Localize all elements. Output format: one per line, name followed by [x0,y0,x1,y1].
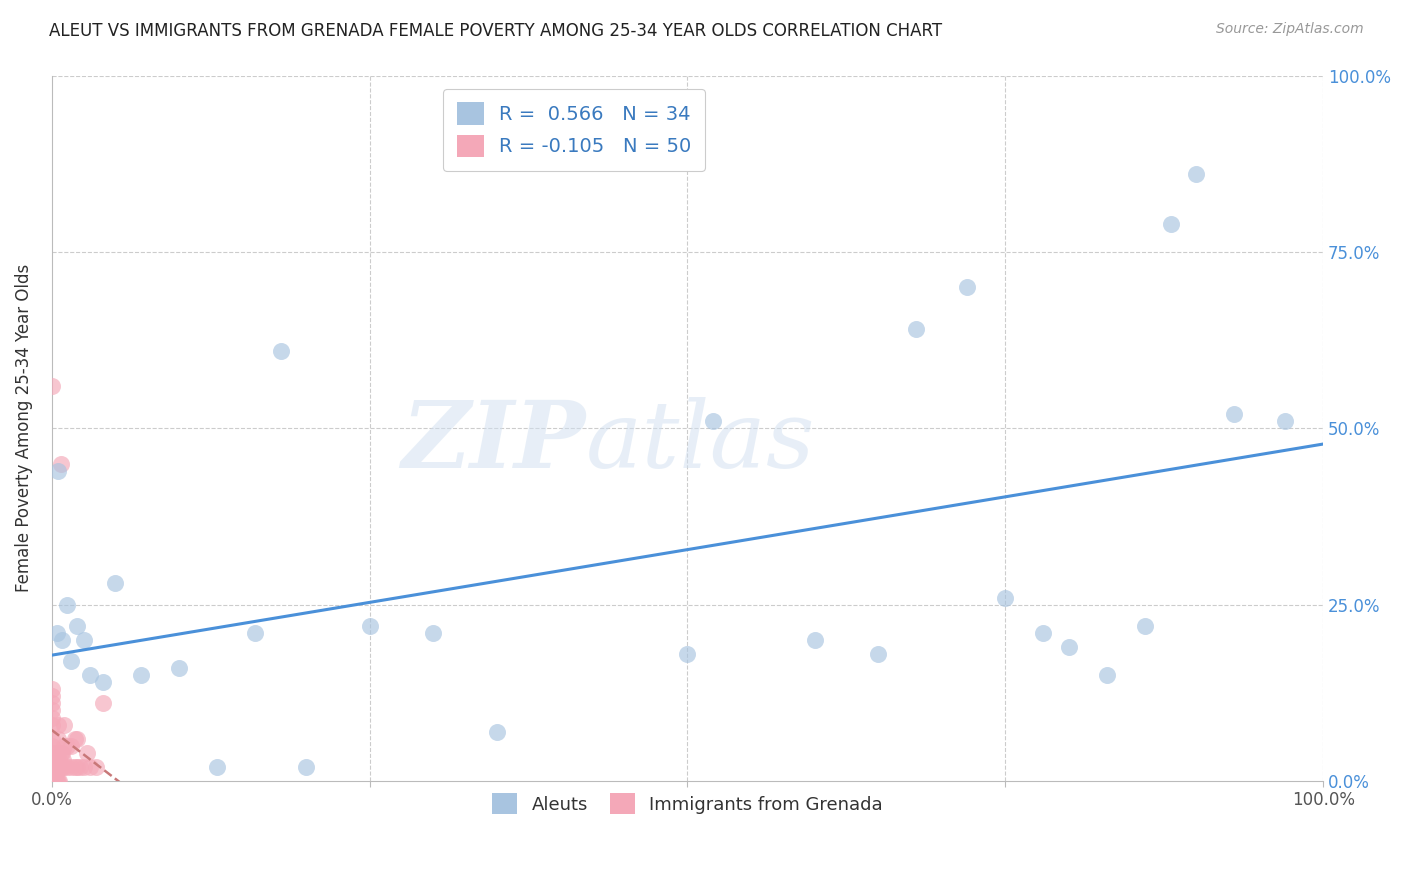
Point [46,717,69,731]
Point [53,717,76,731]
Point [72,760,94,774]
Point [41,739,63,753]
Point [1223,407,1246,421]
Point [91,697,114,711]
Point [1185,167,1208,181]
Point [205,760,228,774]
Y-axis label: Female Poverty Among 25-34 Year Olds: Female Poverty Among 25-34 Year Olds [15,264,32,592]
Point [63,731,86,746]
Point [45,774,67,789]
Point [45,625,67,640]
Point [46,746,69,760]
Point [905,322,928,336]
Point [1274,414,1296,428]
Point [41,774,63,789]
Point [66,619,89,633]
Point [48,753,70,767]
Point [41,767,63,781]
Point [79,668,101,682]
Point [41,703,63,717]
Point [41,753,63,767]
Point [45,774,67,789]
Point [41,690,63,704]
Point [167,661,190,675]
Point [295,760,318,774]
Point [956,280,979,294]
Point [53,739,76,753]
Point [49,760,72,774]
Point [41,717,63,731]
Point [129,668,152,682]
Point [72,632,94,647]
Point [46,464,69,478]
Point [56,760,79,774]
Point [1133,619,1156,633]
Point [49,746,72,760]
Point [41,697,63,711]
Point [63,760,86,774]
Point [59,739,82,753]
Point [868,647,890,661]
Text: Source: ZipAtlas.com: Source: ZipAtlas.com [1216,22,1364,37]
Text: ALEUT VS IMMIGRANTS FROM GRENADA FEMALE POVERTY AMONG 25-34 YEAR OLDS CORRELATIO: ALEUT VS IMMIGRANTS FROM GRENADA FEMALE … [49,22,942,40]
Point [359,619,381,633]
Point [41,760,63,774]
Point [51,760,73,774]
Point [59,760,82,774]
Point [45,746,67,760]
Point [51,746,73,760]
Point [803,632,825,647]
Point [1095,668,1118,682]
Point [422,625,444,640]
Point [45,767,67,781]
Point [69,760,91,774]
Point [104,576,127,591]
Text: ZIP: ZIP [402,397,586,487]
Point [1160,217,1182,231]
Point [243,625,266,640]
Point [485,724,508,739]
Point [79,760,101,774]
Point [702,414,724,428]
Point [1032,625,1054,640]
Point [994,591,1017,605]
Text: atlas: atlas [586,397,815,487]
Point [66,760,89,774]
Point [84,760,107,774]
Point [41,746,63,760]
Point [41,731,63,746]
Point [51,632,73,647]
Point [56,598,79,612]
Point [48,774,70,789]
Point [46,774,69,789]
Point [76,746,98,760]
Point [270,343,292,358]
Point [676,647,699,661]
Point [46,731,69,746]
Point [66,731,89,746]
Point [1057,640,1080,654]
Point [46,760,69,774]
Point [91,675,114,690]
Point [53,760,76,774]
Point [52,753,75,767]
Point [49,457,72,471]
Point [45,760,67,774]
Point [45,760,67,774]
Legend: Aleuts, Immigrants from Grenada: Aleuts, Immigrants from Grenada [481,782,894,825]
Point [56,739,79,753]
Point [41,710,63,724]
Point [41,682,63,697]
Point [41,379,63,393]
Point [59,654,82,668]
